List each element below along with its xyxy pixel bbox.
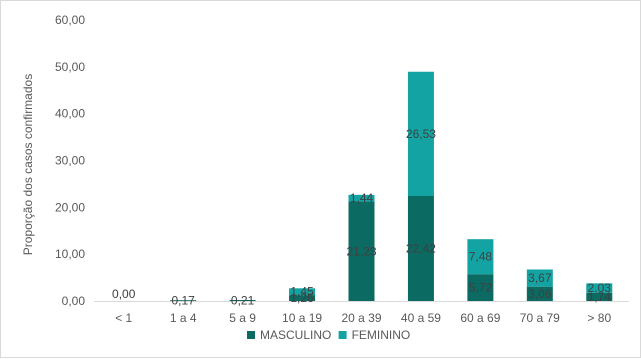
legend-label-masculino: MASCULINO [260,328,331,342]
bar-masculino-4 [348,201,375,301]
data-label-masculino-0: 0,00 [112,287,136,301]
legend-swatch-feminino [338,331,347,339]
data-label-masculino-4: 21,23 [346,244,376,258]
data-label-masculino-6: 5,72 [469,281,493,295]
y-tick-label: 50,00 [55,60,85,74]
bar-feminino-5 [407,71,434,196]
bar-masculino-3 [289,295,316,301]
y-tick-label: 30,00 [55,154,85,168]
bar-masculino-7 [526,286,553,301]
x-tick-label: < 1 [115,311,132,325]
x-tick-label: 10 a 19 [282,311,322,325]
y-tick-label: 40,00 [55,107,85,121]
data-label-feminino-6: 7,48 [469,250,493,264]
data-label-feminino-5: 26,53 [406,127,436,141]
bar-masculino-1 [170,300,197,301]
y-tick-label: 10,00 [55,247,85,261]
x-tick-label: 40 a 59 [401,311,441,325]
legend-label-feminino: FEMININO [352,328,411,342]
data-label-feminino-7: 3,67 [528,271,552,285]
bar-masculino-5 [407,196,434,301]
data-label-masculino-2: 0,21 [231,294,255,308]
bar-feminino-7 [526,269,553,287]
x-tick-label: 70 a 79 [520,311,560,325]
y-tick-label: 20,00 [55,200,85,214]
x-tick-label: 5 a 9 [229,311,256,325]
x-tick-label: > 80 [587,311,611,325]
bar-feminino-3 [289,288,316,296]
data-label-masculino-3: 1,26 [290,291,314,305]
bar-masculino-6 [467,274,494,301]
y-tick-label: 60,00 [55,13,85,27]
bar-masculino-8 [586,292,613,301]
bar-feminino-6 [467,239,494,275]
data-label-feminino-4: 1,44 [350,191,374,205]
bar-masculino-2 [229,300,256,301]
x-tick-label: 1 a 4 [170,311,197,325]
bar-feminino-4 [348,194,375,202]
bar-feminino-8 [586,283,613,293]
data-label-masculino-5: 22,42 [406,242,436,256]
legend-swatch-masculino [247,331,255,339]
x-tick-label: 60 a 69 [460,311,500,325]
data-label-masculino-1: 0,17 [171,294,195,308]
x-tick-label: 20 a 39 [341,311,381,325]
data-label-masculino-8: 1,74 [588,290,612,304]
data-label-masculino-7: 3,06 [528,287,552,301]
data-label-feminino-8: 2,03 [588,281,612,295]
data-label-feminino-3: 1,45 [290,285,314,299]
y-tick-label: 0,00 [62,294,86,308]
y-axis-label: Proporção dos casos confirmados [21,74,35,255]
